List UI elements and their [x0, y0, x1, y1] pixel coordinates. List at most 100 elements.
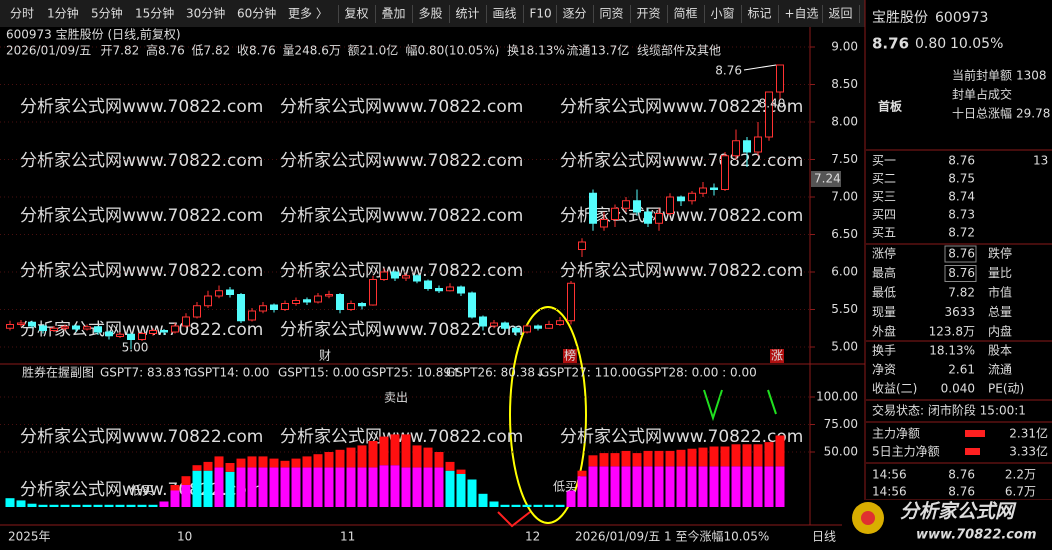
- toolbar-button[interactable]: 统计: [456, 7, 480, 21]
- last-price: 8.76: [872, 35, 909, 53]
- flow-bar: [965, 430, 985, 437]
- indicator-bar: [555, 504, 565, 507]
- toolbar-button[interactable]: 复权: [345, 7, 369, 21]
- indicator-bar: [467, 479, 477, 507]
- toolbar-button[interactable]: 1分钟: [47, 6, 79, 21]
- y-tick-label: 6.00: [831, 265, 858, 279]
- y-tick-label: 75.00: [824, 417, 858, 431]
- indicator-bar: [412, 445, 422, 468]
- toolbar-button[interactable]: 分时: [10, 7, 34, 21]
- watermark: 分析家公式网www.70822.com: [560, 261, 803, 281]
- toolbar-button[interactable]: 叠加: [382, 7, 406, 21]
- toolbar-button[interactable]: 返回: [829, 7, 853, 21]
- ticks-cell: 6.7万: [1005, 485, 1036, 499]
- toolbar-button[interactable]: 开资: [637, 7, 661, 21]
- toolbar-button[interactable]: 30分钟: [186, 6, 225, 21]
- candle-body: [556, 320, 564, 325]
- indicator-bar: [280, 467, 290, 507]
- toolbar-button[interactable]: 简框: [674, 7, 698, 21]
- candle-body: [171, 325, 179, 333]
- event-marker: 榜: [564, 348, 576, 363]
- toolbar-button[interactable]: 15分钟: [135, 6, 174, 21]
- candle-body: [127, 333, 135, 340]
- indicator-bar: [93, 504, 103, 507]
- watermark: 分析家公式网www.70822.com: [560, 97, 803, 117]
- indicator-bar: [159, 501, 169, 507]
- candle-body: [281, 303, 289, 310]
- stats-cell: 换手: [872, 344, 896, 358]
- candle-body: [699, 187, 707, 194]
- indicator-bar: [49, 504, 59, 507]
- candle-body: [402, 275, 410, 279]
- y-tick-label: 100.00: [816, 390, 858, 404]
- indicator-bar: [181, 485, 191, 507]
- candle-body: [303, 299, 311, 303]
- indicator-bar: [324, 452, 334, 468]
- candle-body: [688, 192, 696, 202]
- y-tick-label: 8.00: [831, 115, 858, 129]
- indicator-bar: [192, 470, 202, 507]
- indicator-bar: [665, 466, 675, 507]
- toolbar-button[interactable]: F10: [530, 7, 552, 21]
- candle-body: [105, 331, 113, 337]
- ticks-cell: 8.76: [948, 485, 975, 499]
- seal-value: 1308: [1016, 69, 1047, 83]
- toolbar-button[interactable]: +自选: [785, 7, 819, 21]
- price-label: 8.76: [715, 64, 742, 78]
- indicator-bar: [247, 467, 257, 507]
- indicator-bar: [379, 436, 389, 466]
- toolbar-button[interactable]: 同资: [600, 7, 624, 21]
- toolbar-button[interactable]: 60分钟: [237, 6, 276, 21]
- y-tick-label: 5.00: [831, 340, 858, 354]
- toolbar-button[interactable]: 画线: [493, 7, 517, 21]
- watermark: 分析家公式网www.70822.com: [560, 151, 803, 171]
- quote-cell: 内盘: [988, 324, 1012, 339]
- info-item: 流通13.7亿: [567, 43, 630, 58]
- event-marker: 涨: [771, 348, 783, 363]
- stats-cell: 18.13%: [929, 344, 975, 358]
- candle-body: [600, 219, 608, 228]
- info-item: 开7.82: [101, 44, 140, 58]
- book-cell: 买四: [872, 208, 896, 222]
- toolbar-button[interactable]: 更多 〉: [288, 7, 328, 21]
- indicator-bar: [148, 504, 158, 507]
- candle-body: [61, 326, 69, 329]
- indicator-bar: [753, 444, 763, 467]
- indicator-bar: [445, 470, 455, 507]
- indicator-bar: [610, 453, 620, 467]
- indicator-bar: [313, 467, 323, 507]
- indicator-bar: [632, 466, 642, 507]
- indicator-bar: [577, 476, 587, 507]
- candle-body: [94, 326, 102, 333]
- price-label: 5.00: [122, 341, 149, 355]
- indicator-bar: [489, 501, 499, 507]
- toolbar-button[interactable]: 标记: [748, 7, 772, 21]
- stats-cell: PE(动): [988, 382, 1024, 396]
- current-price-label: 7.24: [814, 172, 841, 186]
- flows-cell: 2.31亿: [1009, 426, 1048, 441]
- indicator-bar: [368, 467, 378, 507]
- current-price-box: [811, 171, 841, 187]
- candle-body: [292, 300, 300, 304]
- toolbar-button[interactable]: 5分钟: [91, 6, 123, 21]
- indicator-bar: [390, 465, 400, 507]
- candle-body: [633, 200, 641, 213]
- stats-cell: 2.61: [948, 363, 975, 377]
- price-pct: 10.05%: [950, 36, 1003, 52]
- indicator-bar: [170, 490, 180, 507]
- watermark: 分析家公式网www.70822.com: [280, 261, 523, 281]
- indicator-bar: [302, 456, 312, 468]
- indicator-bar: [280, 460, 290, 468]
- toolbar-button[interactable]: 小窗: [711, 7, 735, 21]
- toolbar-button[interactable]: 多股: [419, 7, 443, 21]
- flows-cell: 5日主力净额: [872, 445, 940, 459]
- indicator-bar: [82, 504, 92, 507]
- toolbar-button[interactable]: 逐分: [563, 7, 587, 21]
- book-cell: 买一: [872, 154, 896, 168]
- book-cell: 8.74: [948, 190, 975, 204]
- price-change: 0.80: [915, 36, 946, 52]
- indicator-bar: [599, 453, 609, 467]
- quote-cell: 总量: [988, 305, 1012, 319]
- indicator-legend: GSPT26: 80.38↓: [446, 366, 545, 380]
- indicator-bar: [335, 449, 345, 468]
